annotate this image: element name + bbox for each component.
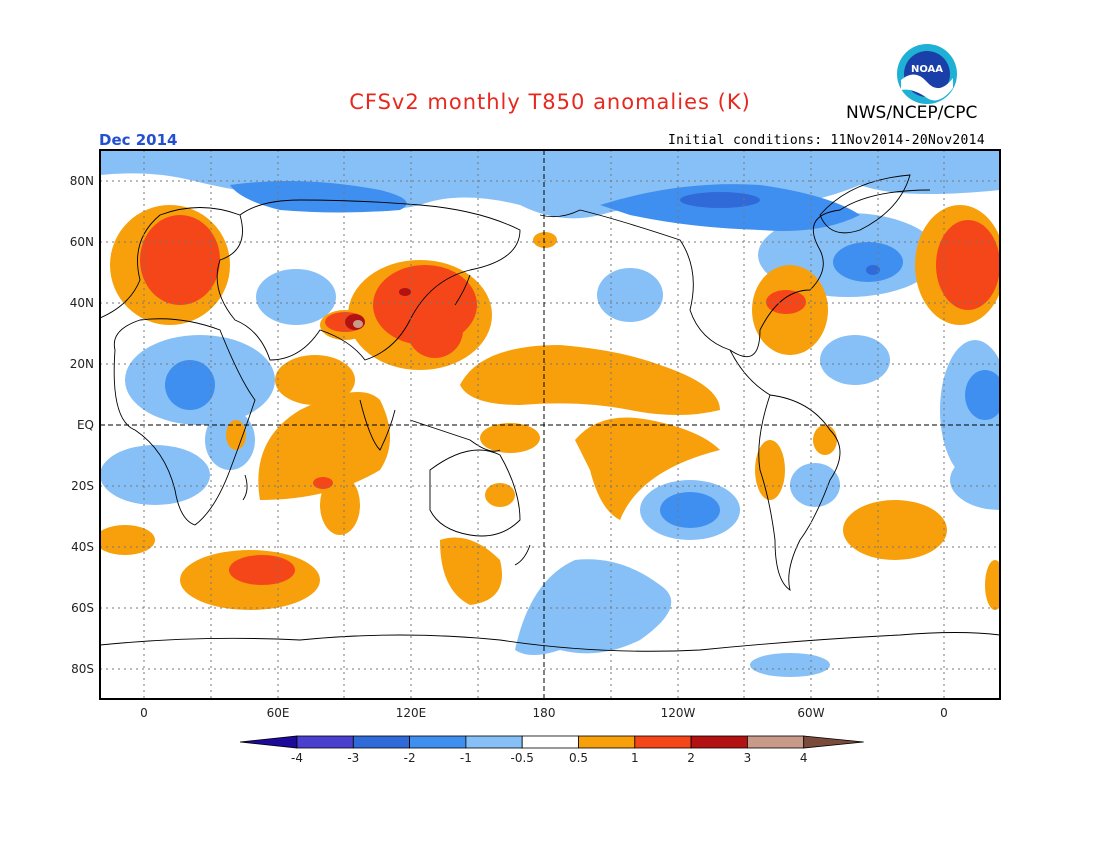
colorbar-label: -1: [460, 751, 472, 765]
anomaly-field: [100, 150, 1000, 699]
colorbar-label: 1: [631, 751, 639, 765]
colorbar-segment: [409, 735, 467, 749]
colorbar-label: 4: [800, 751, 808, 765]
colorbar-label: -3: [347, 751, 359, 765]
lat-label: 60N: [70, 235, 94, 249]
colorbar-segment: [239, 735, 298, 749]
lon-label: 180: [533, 706, 556, 720]
colorbar-label: 0.5: [569, 751, 588, 765]
lon-label: 0: [140, 706, 148, 720]
colorbar-label: 2: [687, 751, 695, 765]
colorbar-segment: [521, 735, 579, 749]
lat-label: 60S: [71, 601, 94, 615]
lat-label: 80S: [71, 662, 94, 676]
colorbar-segment: [352, 735, 410, 749]
colorbar-segment: [803, 735, 864, 749]
noaa-logo: NOAA: [895, 42, 959, 110]
colorbar-segment: [634, 735, 692, 749]
lat-label: 40N: [70, 296, 94, 310]
colorbar-label: 3: [744, 751, 752, 765]
lat-label: EQ: [77, 418, 94, 432]
colorbar-segment: [465, 735, 523, 749]
lat-label: 40S: [71, 540, 94, 554]
colorbar-segment: [690, 735, 748, 749]
colorbar-label: -2: [404, 751, 416, 765]
lat-label: 20N: [70, 357, 94, 371]
lon-label: 60W: [797, 706, 824, 720]
lat-label: 80N: [70, 174, 94, 188]
svg-text:NOAA: NOAA: [911, 64, 943, 75]
organization-label: NWS/NCEP/CPC: [846, 103, 978, 123]
lon-label: 0: [940, 706, 948, 720]
initial-conditions-label: Initial conditions: 11Nov2014-20Nov2014: [668, 133, 985, 148]
lon-label: 120W: [661, 706, 696, 720]
chart-title: CFSv2 monthly T850 anomalies (K): [349, 90, 751, 114]
colorbar-segment: [747, 735, 805, 749]
valid-month-label: Dec 2014: [99, 131, 178, 149]
lon-label: 60E: [267, 706, 290, 720]
colorbar-segment: [578, 735, 636, 749]
lat-label: 20S: [71, 479, 94, 493]
colorbar-label: -0.5: [510, 751, 533, 765]
colorbar-label: -4: [291, 751, 303, 765]
lon-label: 120E: [396, 706, 427, 720]
colorbar-segment: [296, 735, 354, 749]
